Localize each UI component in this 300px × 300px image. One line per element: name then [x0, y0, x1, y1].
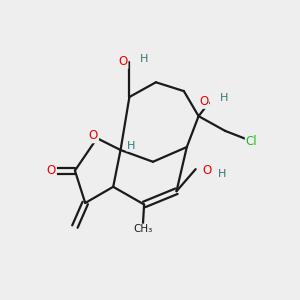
Text: H: H	[127, 141, 135, 151]
Text: O: O	[89, 129, 98, 142]
Text: O: O	[47, 164, 56, 177]
Text: CH₃: CH₃	[133, 224, 152, 235]
Text: O: O	[203, 164, 212, 177]
Text: H: H	[219, 94, 228, 103]
Text: H: H	[218, 169, 226, 178]
Text: Cl: Cl	[246, 135, 257, 148]
Text: H: H	[140, 54, 148, 64]
Text: O: O	[118, 55, 128, 68]
Text: O: O	[199, 95, 208, 108]
